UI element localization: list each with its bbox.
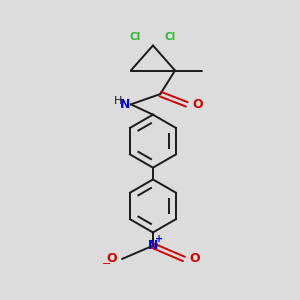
Text: −: − bbox=[102, 259, 111, 269]
Text: N: N bbox=[120, 98, 130, 111]
Text: Cl: Cl bbox=[165, 32, 176, 42]
Text: O: O bbox=[189, 252, 200, 266]
Text: H: H bbox=[113, 96, 122, 106]
Text: Cl: Cl bbox=[130, 32, 141, 42]
Text: +: + bbox=[155, 234, 164, 244]
Text: O: O bbox=[106, 252, 117, 266]
Text: O: O bbox=[192, 98, 203, 111]
Text: N: N bbox=[148, 239, 158, 252]
